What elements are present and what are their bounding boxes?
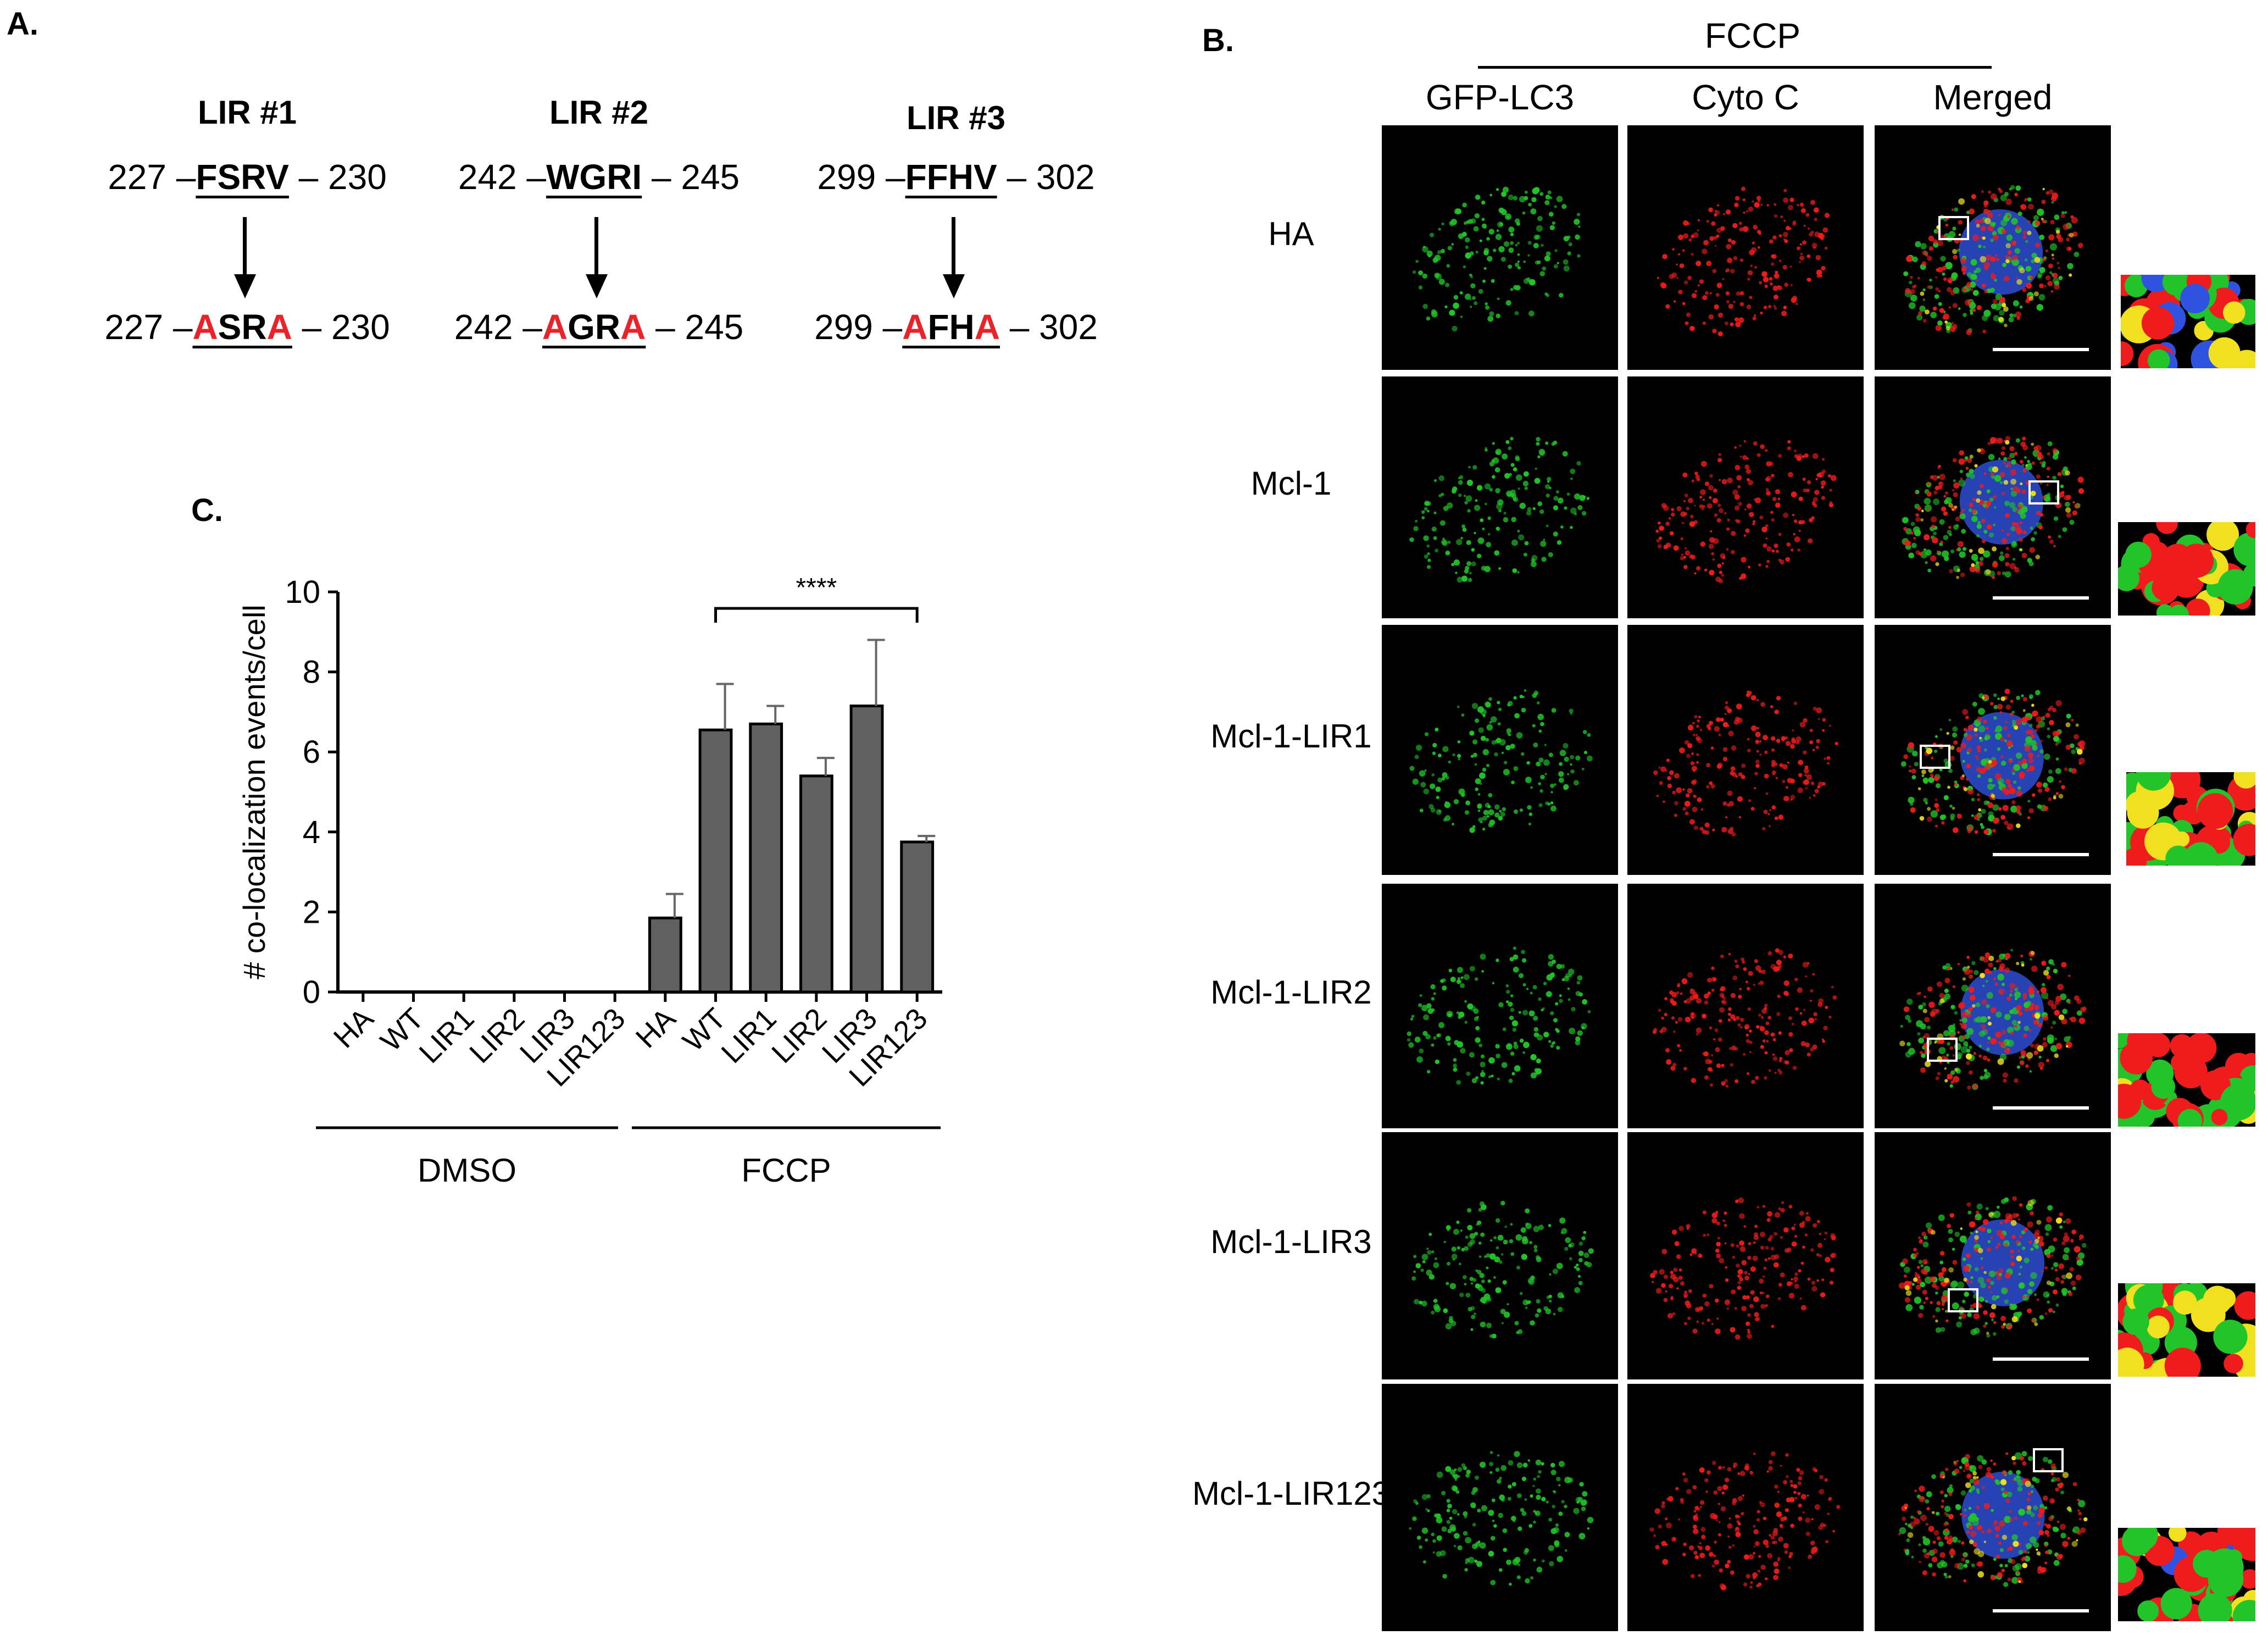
lir-original-sequence-3: 299 –FFHV – 302	[817, 157, 1095, 197]
x-tick-label: LIR1	[413, 1002, 481, 1069]
micrograph-mcl-1-lir2-cyto-c	[1627, 884, 1864, 1128]
zoom-region-box	[1919, 745, 1950, 769]
y-axis-label: # co-localization events/cell	[237, 605, 271, 979]
zoom-inset-mcl-1	[2118, 522, 2255, 616]
panel-a-label: A.	[7, 6, 38, 42]
zoom-region-box	[1926, 1038, 1958, 1062]
panel-c-label: C.	[191, 492, 223, 528]
treatment-label: FCCP	[1704, 16, 1801, 56]
lir-title-1: LIR #1	[197, 94, 297, 131]
x-tick-label: LIR2	[765, 1002, 833, 1069]
lir-mutant-sequence-2: 242 –AGRA – 245	[454, 307, 744, 347]
zoom-region-box	[2033, 1448, 2064, 1472]
group-label-fccp: FCCP	[741, 1152, 831, 1189]
micrograph-mcl-1-merged	[1875, 376, 2111, 618]
row-label-mcl-1-lir1: Mcl-1-LIR1	[1210, 717, 1372, 755]
bar-lir2	[799, 774, 833, 994]
scale-bar	[1993, 348, 2089, 351]
micrograph-mcl-1-lir3-gfp-lc3	[1382, 1132, 1618, 1379]
x-tick-label: LIR2	[463, 1002, 531, 1069]
micrograph-mcl-1-lir123-merged	[1875, 1384, 2111, 1631]
lir-original-sequence-1: 227 –FSRV – 230	[108, 157, 387, 197]
lir-title-2: LIR #2	[549, 94, 649, 131]
micrograph-mcl-1-gfp-lc3	[1382, 376, 1618, 618]
row-label-mcl-1-lir2: Mcl-1-LIR2	[1210, 973, 1372, 1011]
y-tick-label: 10	[285, 574, 320, 610]
zoom-inset-mcl-1-lir2	[2118, 1033, 2255, 1127]
significance-bracket	[714, 607, 919, 623]
bar-ha	[648, 916, 682, 994]
panel-b-label: B.	[1202, 23, 1234, 58]
y-tick-label: 6	[303, 734, 320, 770]
micrograph-mcl-1-lir1-gfp-lc3	[1382, 625, 1618, 875]
lir-original-sequence-2: 242 –WGRI – 245	[458, 157, 740, 197]
treatment-line	[1478, 66, 1992, 69]
micrograph-mcl-1-lir123-gfp-lc3	[1382, 1384, 1618, 1631]
column-header-gfp-lc3: GFP-LC3	[1425, 77, 1575, 117]
zoom-region-box	[1938, 215, 1970, 240]
x-tick-label: HA	[630, 1002, 682, 1054]
scale-bar	[1993, 853, 2089, 856]
bar-lir1	[749, 722, 783, 994]
y-tick-label: 2	[303, 894, 320, 930]
column-header-merged: Merged	[1933, 77, 2053, 117]
y-tick-label: 0	[303, 974, 320, 1010]
lir-title-3: LIR #3	[906, 99, 1006, 136]
micrograph-ha-gfp-lc3	[1382, 125, 1618, 370]
micrograph-ha-cyto-c	[1627, 125, 1864, 370]
significance-label: ****	[796, 573, 837, 602]
x-tick-label: HA	[327, 1002, 380, 1054]
scale-bar	[1993, 1357, 2089, 1361]
y-tick-label: 4	[303, 814, 320, 850]
zoom-region-box	[1948, 1288, 1979, 1312]
micrograph-mcl-1-lir123-cyto-c	[1627, 1384, 1864, 1631]
micrograph-mcl-1-lir2-merged	[1875, 884, 2111, 1128]
row-label-mcl-1-lir3: Mcl-1-LIR3	[1210, 1223, 1372, 1260]
zoom-region-box	[2028, 480, 2059, 505]
x-tick-label: LIR1	[715, 1002, 783, 1069]
group-label-dmso: DMSO	[418, 1152, 516, 1189]
bar-lir3	[849, 704, 884, 994]
zoom-inset-mcl-1-lir3	[2118, 1283, 2255, 1377]
micrograph-mcl-1-lir1-cyto-c	[1627, 625, 1864, 875]
row-label-mcl-1: Mcl-1	[1250, 465, 1332, 502]
zoom-inset-mcl-1-lir1	[2126, 772, 2255, 866]
zoom-inset-mcl-1-lir123	[2118, 1528, 2255, 1621]
micrograph-ha-merged	[1875, 125, 2111, 370]
lir-mutant-sequence-3: 299 –AFHA – 302	[814, 307, 1098, 347]
y-tick-label: 8	[303, 655, 320, 690]
zoom-inset-ha	[2121, 275, 2255, 368]
scale-bar	[1993, 1106, 2089, 1110]
column-header-cyto-c: Cyto C	[1692, 77, 1799, 117]
micrograph-mcl-1-lir1-merged	[1875, 625, 2111, 875]
bar-lir123	[900, 840, 935, 994]
scale-bar	[1993, 596, 2089, 600]
row-label-ha: HA	[1268, 215, 1314, 252]
lir-mutant-sequence-1: 227 –ASRA – 230	[104, 307, 390, 347]
bar-wt	[698, 728, 733, 994]
micrograph-mcl-1-lir3-merged	[1875, 1132, 2111, 1379]
scale-bar	[1993, 1609, 2089, 1612]
micrograph-mcl-1-lir3-cyto-c	[1627, 1132, 1864, 1379]
micrograph-mcl-1-cyto-c	[1627, 376, 1864, 618]
micrograph-mcl-1-lir2-gfp-lc3	[1382, 884, 1618, 1128]
row-label-mcl-1-lir123: Mcl-1-LIR123	[1192, 1475, 1391, 1512]
